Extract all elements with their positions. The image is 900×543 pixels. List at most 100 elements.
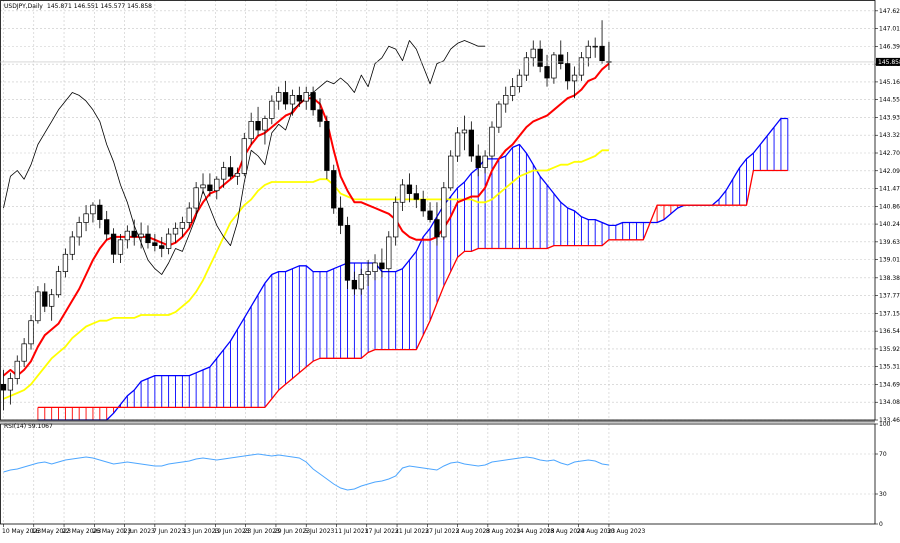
candle-body bbox=[28, 320, 34, 345]
candle-body bbox=[585, 45, 591, 59]
candle-body bbox=[282, 92, 289, 105]
rsi-panel-frame bbox=[0, 423, 876, 525]
last-price-label: 145.858 bbox=[878, 59, 900, 66]
candle-body bbox=[565, 63, 571, 82]
chart-ohlc-label: 145.871 146.551 145.577 145.858 bbox=[47, 3, 152, 10]
candle-body bbox=[289, 95, 296, 105]
senkou-span-a-line bbox=[37, 117, 788, 421]
senkou-span-b-line bbox=[37, 169, 788, 409]
candle-body bbox=[152, 242, 158, 246]
time-tick-label: 27 Jul 2023 bbox=[425, 528, 459, 535]
candle-body bbox=[62, 253, 69, 272]
time-tick-label: 1 Jun 2023 bbox=[123, 528, 155, 535]
time-tick-label: 26 May 2023 bbox=[92, 528, 131, 535]
candle-body bbox=[441, 187, 447, 238]
candle-body bbox=[317, 109, 323, 122]
time-tick-label: 16 May 2023 bbox=[32, 528, 71, 535]
time-tick-label: 14 Aug 2023 bbox=[516, 528, 555, 535]
rsi-label: RSI(14) 59.1067 bbox=[4, 423, 53, 430]
candle-body bbox=[599, 45, 605, 62]
time-tick-label: 2 Aug 2023 bbox=[456, 528, 491, 535]
candle-body bbox=[551, 54, 557, 79]
time-tick-label: 24 Aug 2023 bbox=[577, 528, 616, 535]
price-tick-label: 135.310 bbox=[879, 364, 900, 371]
price-tick-label: 146.395 bbox=[879, 43, 900, 50]
price-tick-label: 143.935 bbox=[879, 114, 900, 121]
candle-body bbox=[523, 57, 530, 76]
time-tick-label: 29 Jun 2023 bbox=[274, 528, 310, 535]
candle-body bbox=[255, 121, 261, 131]
price-tick-label: 140.860 bbox=[879, 203, 900, 210]
candle-body bbox=[49, 294, 55, 307]
price-tick-label: 134.695 bbox=[879, 381, 900, 388]
candle-body bbox=[234, 173, 241, 177]
candle-body bbox=[468, 129, 474, 157]
candle-body bbox=[427, 210, 433, 220]
candle-body bbox=[241, 138, 247, 174]
price-tick-label: 139.630 bbox=[879, 239, 900, 246]
candle-body bbox=[117, 239, 124, 255]
price-tick-label: 142.705 bbox=[879, 150, 900, 157]
candle-body bbox=[124, 230, 130, 241]
candle-body bbox=[571, 74, 578, 82]
time-tick-label: 11 Jul 2023 bbox=[334, 528, 368, 535]
time-tick-label: 19 Jun 2023 bbox=[213, 528, 249, 535]
candle-body bbox=[537, 48, 543, 67]
candle-body bbox=[454, 132, 461, 157]
rsi-tick-label: 100 bbox=[879, 421, 891, 428]
candle-body bbox=[172, 227, 179, 235]
price-tick-label: 138.385 bbox=[879, 275, 900, 282]
candle-body bbox=[337, 207, 344, 226]
candle-body bbox=[186, 207, 192, 223]
candle-body bbox=[55, 271, 62, 296]
candle-body bbox=[489, 126, 495, 157]
price-tick-label: 144.550 bbox=[879, 97, 900, 104]
candle-body bbox=[42, 291, 48, 307]
candle-body bbox=[516, 74, 523, 88]
time-tick-label: 22 May 2023 bbox=[62, 528, 101, 535]
price-tick-label: 137.770 bbox=[879, 293, 900, 300]
candle-body bbox=[179, 222, 186, 229]
candle-body bbox=[558, 54, 564, 64]
rsi-grid bbox=[0, 424, 875, 524]
candle-body bbox=[145, 233, 151, 244]
candle-body bbox=[482, 155, 488, 168]
rsi-tick-label: 0 bbox=[879, 521, 883, 528]
candle-body bbox=[7, 378, 14, 391]
candle-body bbox=[461, 129, 468, 134]
time-tick-label: 23 Jun 2023 bbox=[244, 528, 280, 535]
candle-body bbox=[592, 45, 598, 48]
candle-body bbox=[165, 233, 172, 249]
price-panel-frame bbox=[0, 0, 876, 421]
last-price-box bbox=[876, 57, 900, 66]
candle-body bbox=[386, 236, 392, 270]
candle-body bbox=[503, 95, 509, 105]
candle-body bbox=[83, 213, 89, 223]
candle-body bbox=[159, 245, 165, 249]
time-tick-label: 13 Jun 2023 bbox=[183, 528, 219, 535]
chart-symbol-label: USDJPY,Daily bbox=[4, 3, 43, 10]
candle-body bbox=[544, 66, 550, 79]
candle-body bbox=[413, 193, 419, 200]
candle-body bbox=[0, 383, 7, 391]
candle-body bbox=[207, 184, 213, 192]
candlesticks bbox=[0, 20, 612, 411]
candle-body bbox=[448, 155, 454, 189]
time-tick-label: 7 Jun 2023 bbox=[153, 528, 185, 535]
candle-body bbox=[104, 219, 110, 235]
candle-body bbox=[200, 184, 206, 189]
candle-body bbox=[406, 184, 413, 194]
candle-body bbox=[221, 167, 227, 180]
candle-body bbox=[138, 233, 144, 238]
candle-body bbox=[303, 92, 309, 102]
candle-body bbox=[310, 92, 316, 111]
candle-body bbox=[358, 274, 364, 290]
candle-body bbox=[365, 271, 371, 275]
chikou-span-line bbox=[3, 40, 486, 275]
candle-body bbox=[420, 199, 426, 212]
candle-body bbox=[372, 262, 378, 272]
candle-body bbox=[90, 204, 96, 215]
candle-body bbox=[379, 262, 385, 270]
candle-body bbox=[193, 187, 199, 209]
rsi-panel bbox=[3, 453, 609, 491]
